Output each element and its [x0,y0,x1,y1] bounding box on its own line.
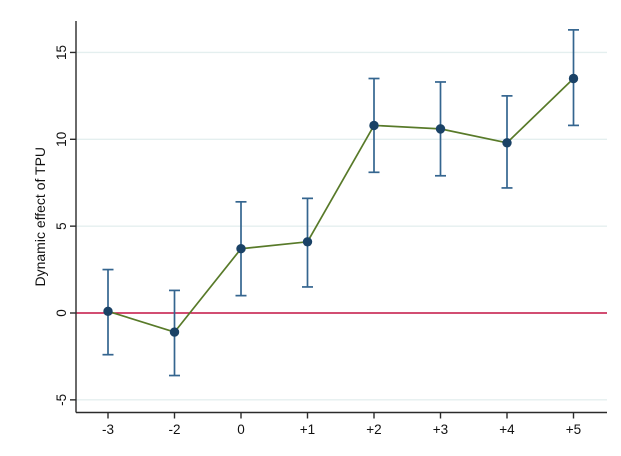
data-point [369,120,379,131]
data-point [169,327,180,337]
data-point [302,237,313,247]
y-tick-label: 0 [54,309,69,317]
x-tick-label: -2 [168,422,180,437]
x-tick-label: 0 [237,422,245,437]
y-tick-label: 10 [54,132,69,147]
x-tick-label: +4 [499,422,515,437]
y-tick-label: 5 [54,222,69,230]
x-tick-label: +3 [433,422,448,437]
x-tick-label: +2 [366,422,381,437]
x-tick-label: -3 [102,422,114,437]
data-point [236,244,246,254]
x-tick-label: +5 [566,422,581,437]
data-point [435,124,446,134]
y-tick-label: -5 [54,394,69,406]
data-point [103,306,113,316]
data-point [568,73,579,84]
y-axis-title: Dynamic effect of TPU [32,147,48,287]
y-tick-label: 15 [54,45,69,60]
x-tick-label: +1 [300,422,315,437]
data-point [502,138,512,148]
series-line [107,77,575,333]
